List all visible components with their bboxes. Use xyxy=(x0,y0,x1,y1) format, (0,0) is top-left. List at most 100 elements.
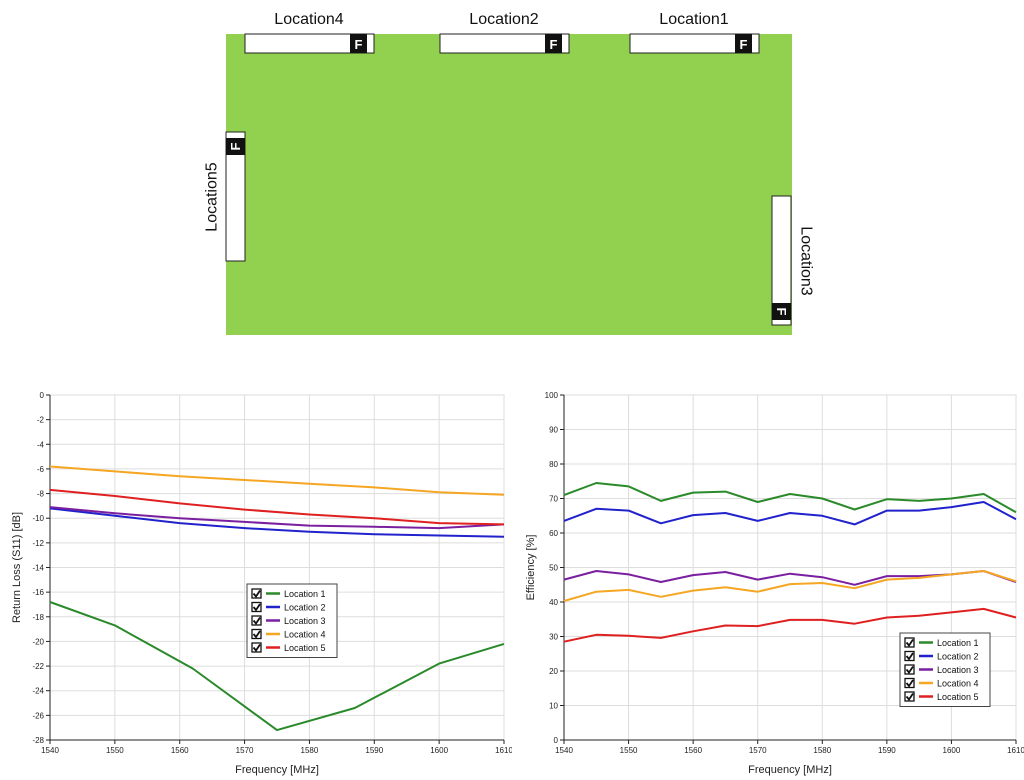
feed-marker-location2 xyxy=(545,34,562,53)
x-tick-label-1610: 1610 xyxy=(495,746,512,755)
y-tick-label-18: -18 xyxy=(32,613,44,622)
y-tick-label-10: -10 xyxy=(32,514,44,523)
series-line-location-4 xyxy=(49,465,505,496)
antenna-location3: F Location3 xyxy=(771,195,815,326)
series-line-location-5 xyxy=(563,607,1017,643)
location4-label: Location4 xyxy=(274,11,343,28)
legend-check-icon-location-3 xyxy=(252,617,261,626)
y-tick-label-10: 10 xyxy=(549,702,558,711)
legend-label-location-2: Location 2 xyxy=(937,652,979,662)
legend-label-location-2: Location 2 xyxy=(284,603,326,613)
feed-marker-location5 xyxy=(226,138,245,155)
x-tick-label-1570: 1570 xyxy=(236,746,254,755)
series-line-location-2 xyxy=(563,501,1017,526)
y-tick-label-2: -2 xyxy=(37,416,45,425)
series-line-location-5 xyxy=(49,488,505,526)
legend-label-location-5: Location 5 xyxy=(284,643,326,653)
y-tick-label-26: -26 xyxy=(32,711,44,720)
x-tick-label-1600: 1600 xyxy=(943,746,961,755)
y-tick-label-60: 60 xyxy=(549,529,558,538)
x-tick-label-1550: 1550 xyxy=(106,746,124,755)
y-tick-label-80: 80 xyxy=(549,460,558,469)
legend-label-location-5: Location 5 xyxy=(937,692,979,702)
y-tick-label-90: 90 xyxy=(549,426,558,435)
legend-check-icon-location-1 xyxy=(905,639,914,648)
y-tick-label-22: -22 xyxy=(32,662,44,671)
y-tick-label-50: 50 xyxy=(549,564,558,573)
legend-check-icon-location-4 xyxy=(905,679,914,688)
y-tick-label-28: -28 xyxy=(32,736,44,745)
y-tick-label-12: -12 xyxy=(32,539,44,548)
y-tick-label-4: -4 xyxy=(37,440,45,449)
x-tick-label-1540: 1540 xyxy=(555,746,573,755)
location5-label: Location5 xyxy=(204,162,221,231)
y-tick-label-24: -24 xyxy=(32,687,44,696)
efficiency-chart: 1540 1550 1560 1570 1580 1590 1600 1610 0 10 20 30 4… xyxy=(525,391,1024,776)
antenna-location5-body xyxy=(225,131,246,262)
legend-check-icon-location-4 xyxy=(252,630,261,639)
legend-checkbox-location-2 xyxy=(251,601,262,613)
legend-check-icon-location-5 xyxy=(252,644,261,653)
antenna-location4-body xyxy=(244,33,375,54)
y-tick-label-70: 70 xyxy=(549,495,558,504)
y-tick-label-20: 20 xyxy=(549,667,558,676)
feed-marker-location1-text: F xyxy=(740,37,748,52)
x-tick-label-1610: 1610 xyxy=(1007,746,1024,755)
legend-label-location-4: Location 4 xyxy=(937,679,979,689)
legend-label-location-1: Location 1 xyxy=(284,589,326,599)
series-line-location-3 xyxy=(49,506,505,530)
legend-checkbox-location-2 xyxy=(904,650,915,662)
legend-checkbox-location-4 xyxy=(251,628,262,640)
feed-marker-location3-text: F xyxy=(774,308,789,316)
feed-marker-location2-text: F xyxy=(550,37,558,52)
legend-check-icon-location-5 xyxy=(905,693,914,702)
legend-label-location-4: Location 4 xyxy=(284,630,326,640)
y-axis-label: Efficiency [%] xyxy=(525,535,537,601)
x-tick-label-1570: 1570 xyxy=(749,746,767,755)
y-tick-label-14: -14 xyxy=(32,564,44,573)
legend-checkbox-location-3 xyxy=(251,615,262,626)
y-tick-label-0: 0 xyxy=(40,391,45,400)
x-axis-label: Frequency [MHz] xyxy=(748,764,832,776)
y-tick-label-40: 40 xyxy=(549,598,558,607)
y-tick-label-100: 100 xyxy=(545,391,559,400)
legend-checkbox-location-1 xyxy=(904,637,915,648)
location1-label: Location1 xyxy=(659,11,728,28)
pcb-board xyxy=(226,34,792,335)
y-tick-label-16: -16 xyxy=(32,588,44,597)
x-tick-label-1590: 1590 xyxy=(365,746,383,755)
y-tick-label-20: -20 xyxy=(32,637,44,646)
y-axis-label: Return Loss (S11) [dB] xyxy=(11,512,23,623)
y-tick-label-6: -6 xyxy=(37,465,45,474)
legend-box xyxy=(246,583,338,658)
feed-marker-location3 xyxy=(772,303,791,320)
series-line-location-1 xyxy=(49,601,505,732)
antenna-location1-body xyxy=(629,33,760,54)
x-tick-label-1560: 1560 xyxy=(684,746,702,755)
return-loss-chart: 1540 1550 1560 1570 1580 1590 1600 1610 0 -2 -4 -6 -… xyxy=(11,391,512,776)
antenna-location2: F Location2 xyxy=(439,11,570,54)
legend-check-icon-location-2 xyxy=(905,652,914,661)
antenna-location-diagram: F Location4 F Location2 F Location1 F Lo… xyxy=(204,11,815,335)
legend-label-location-3: Location 3 xyxy=(284,616,326,626)
x-tick-label-1580: 1580 xyxy=(301,746,319,755)
legend-checkbox-location-5 xyxy=(904,691,915,702)
legend-check-icon-location-3 xyxy=(905,666,914,675)
legend-check-icon-location-2 xyxy=(252,603,261,612)
series-line-location-2 xyxy=(49,507,505,538)
x-tick-label-1540: 1540 xyxy=(41,746,59,755)
legend-checkbox-location-5 xyxy=(251,642,262,653)
feed-marker-location4-text: F xyxy=(355,37,363,52)
antenna-location2-body xyxy=(439,33,570,54)
series-line-location-4 xyxy=(563,570,1017,602)
legend-label-location-3: Location 3 xyxy=(937,665,979,675)
legend-box xyxy=(899,632,991,707)
x-tick-label-1590: 1590 xyxy=(878,746,896,755)
legend-check-icon-location-1 xyxy=(252,590,261,599)
legend-label-location-1: Location 1 xyxy=(937,638,979,648)
x-tick-label-1580: 1580 xyxy=(813,746,831,755)
x-tick-label-1550: 1550 xyxy=(620,746,638,755)
feed-marker-location4 xyxy=(350,34,367,53)
y-tick-label-30: 30 xyxy=(549,633,558,642)
legend-checkbox-location-1 xyxy=(251,588,262,599)
